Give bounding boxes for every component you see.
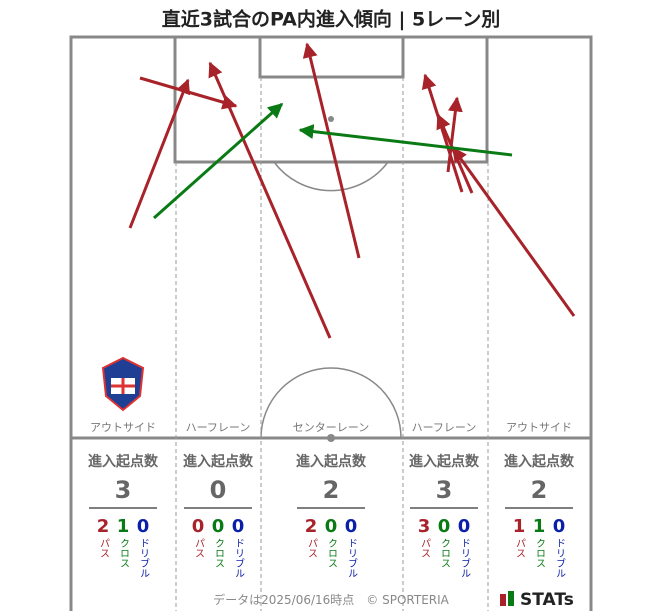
dribble-count: 0: [232, 516, 245, 537]
pass-count: 2: [305, 516, 318, 537]
pass-count: 3: [418, 516, 431, 537]
lane-name: センターレーン: [293, 421, 369, 434]
title: 直近3試合のPA内進入傾向 | 5レーン別: [162, 8, 501, 31]
stat-header: 進入起点数: [504, 453, 575, 470]
cross-count: 0: [212, 516, 225, 537]
pass-count: 1: [513, 516, 526, 537]
lane-name: アウトサイド: [506, 421, 572, 434]
pass-count: 0: [192, 516, 205, 537]
lane-name: ハーフレーン: [412, 421, 477, 434]
green-arrows: [153, 102, 513, 220]
pass-label: パス: [306, 538, 318, 558]
dribble-count: 0: [553, 516, 566, 537]
stat-header: 進入起点数: [296, 453, 367, 470]
pass-label: パス: [98, 538, 110, 558]
lane-name: アウトサイド: [90, 421, 156, 434]
total: 2: [323, 476, 340, 504]
stat-header: 進入起点数: [183, 453, 254, 470]
total: 3: [436, 476, 453, 504]
pass-label: パス: [193, 538, 205, 558]
cross-count: 0: [438, 516, 451, 537]
cross-label: クロス: [118, 538, 129, 568]
pass-label: パス: [514, 538, 526, 558]
footer: データは2025/06/16時点 © SPORTERIA: [213, 592, 450, 607]
dribble-count: 0: [458, 516, 471, 537]
total: 0: [210, 476, 227, 504]
cross-count: 1: [533, 516, 546, 537]
dribble-count: 0: [137, 516, 150, 537]
dribble-label: ドリブル: [554, 538, 566, 578]
pass-count: 2: [97, 516, 110, 537]
lane-dividers: [175, 77, 489, 611]
dribble-label: ドリブル: [233, 538, 245, 578]
cross-count: 1: [117, 516, 130, 537]
brand: STATs: [520, 590, 574, 610]
cross-label: クロス: [439, 538, 450, 568]
cross-label: クロス: [326, 538, 337, 568]
dribble-label: ドリブル: [138, 538, 150, 578]
cross-count: 0: [325, 516, 338, 537]
stat-header: 進入起点数: [88, 453, 159, 470]
total: 3: [115, 476, 132, 504]
cross-label: クロス: [213, 538, 224, 568]
logo: [101, 356, 145, 412]
pass-label: パス: [419, 538, 431, 558]
lane-name: ハーフレーン: [186, 421, 251, 434]
total: 2: [531, 476, 548, 504]
dribble-label: ドリブル: [346, 538, 358, 578]
dribble-label: ドリブル: [459, 538, 471, 578]
cross-label: クロス: [534, 538, 545, 568]
red-arrows: [128, 42, 576, 339]
dribble-count: 0: [345, 516, 358, 537]
stat-header: 進入起点数: [409, 453, 480, 470]
